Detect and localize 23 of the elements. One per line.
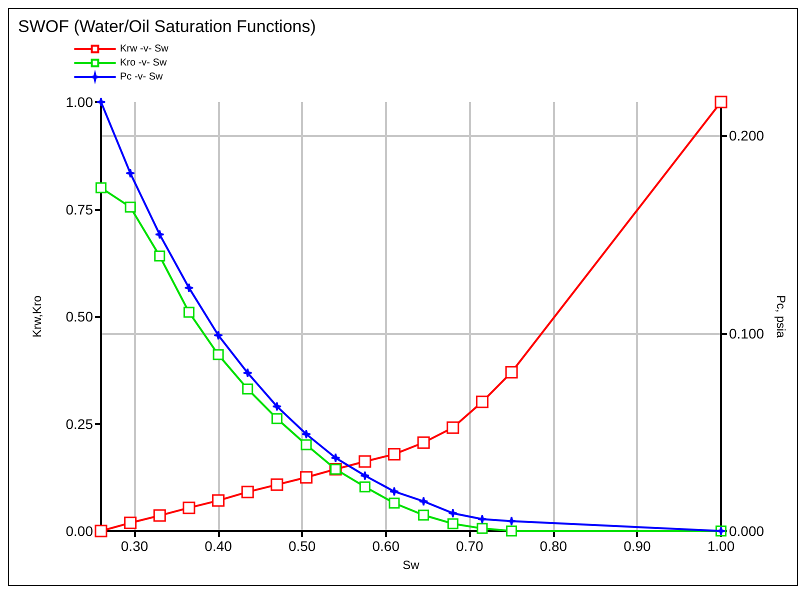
legend-label: Kro -v- Sw	[120, 58, 168, 68]
x-tick-label: 0.40	[204, 538, 232, 554]
y-tick-label: 1.00	[66, 94, 94, 110]
x-tick-label: 0.30	[120, 538, 148, 554]
y2-tick-label: 0.000	[729, 523, 764, 539]
legend-label: Krw -v- Sw	[120, 44, 170, 54]
y-tick-label: 0.25	[66, 416, 94, 432]
y-axis-title: Krw,Kro	[30, 295, 44, 338]
y2-tick-label: 0.100	[729, 325, 764, 342]
y-tick-label: 0.00	[66, 523, 94, 539]
x-tick-label: 0.60	[372, 538, 400, 554]
y-tick-label: 0.50	[66, 308, 94, 324]
x-tick-label: 1.00	[707, 538, 735, 554]
x-tick-label: 0.90	[624, 538, 652, 554]
y2-tick-label: 0.200	[729, 128, 764, 144]
y2-axis-title: Pc, psia	[774, 295, 788, 338]
x-tick-label: 0.50	[288, 538, 316, 554]
legend-label: Pc -v- Sw	[120, 72, 164, 82]
chart-title: SWOF (Water/Oil Saturation Functions)	[18, 17, 316, 36]
x-tick-label: 0.80	[540, 538, 568, 554]
x-axis-title: Sw	[402, 558, 420, 572]
x-tick-label: 0.70	[456, 538, 484, 554]
y-tick-label: 0.75	[66, 201, 94, 218]
